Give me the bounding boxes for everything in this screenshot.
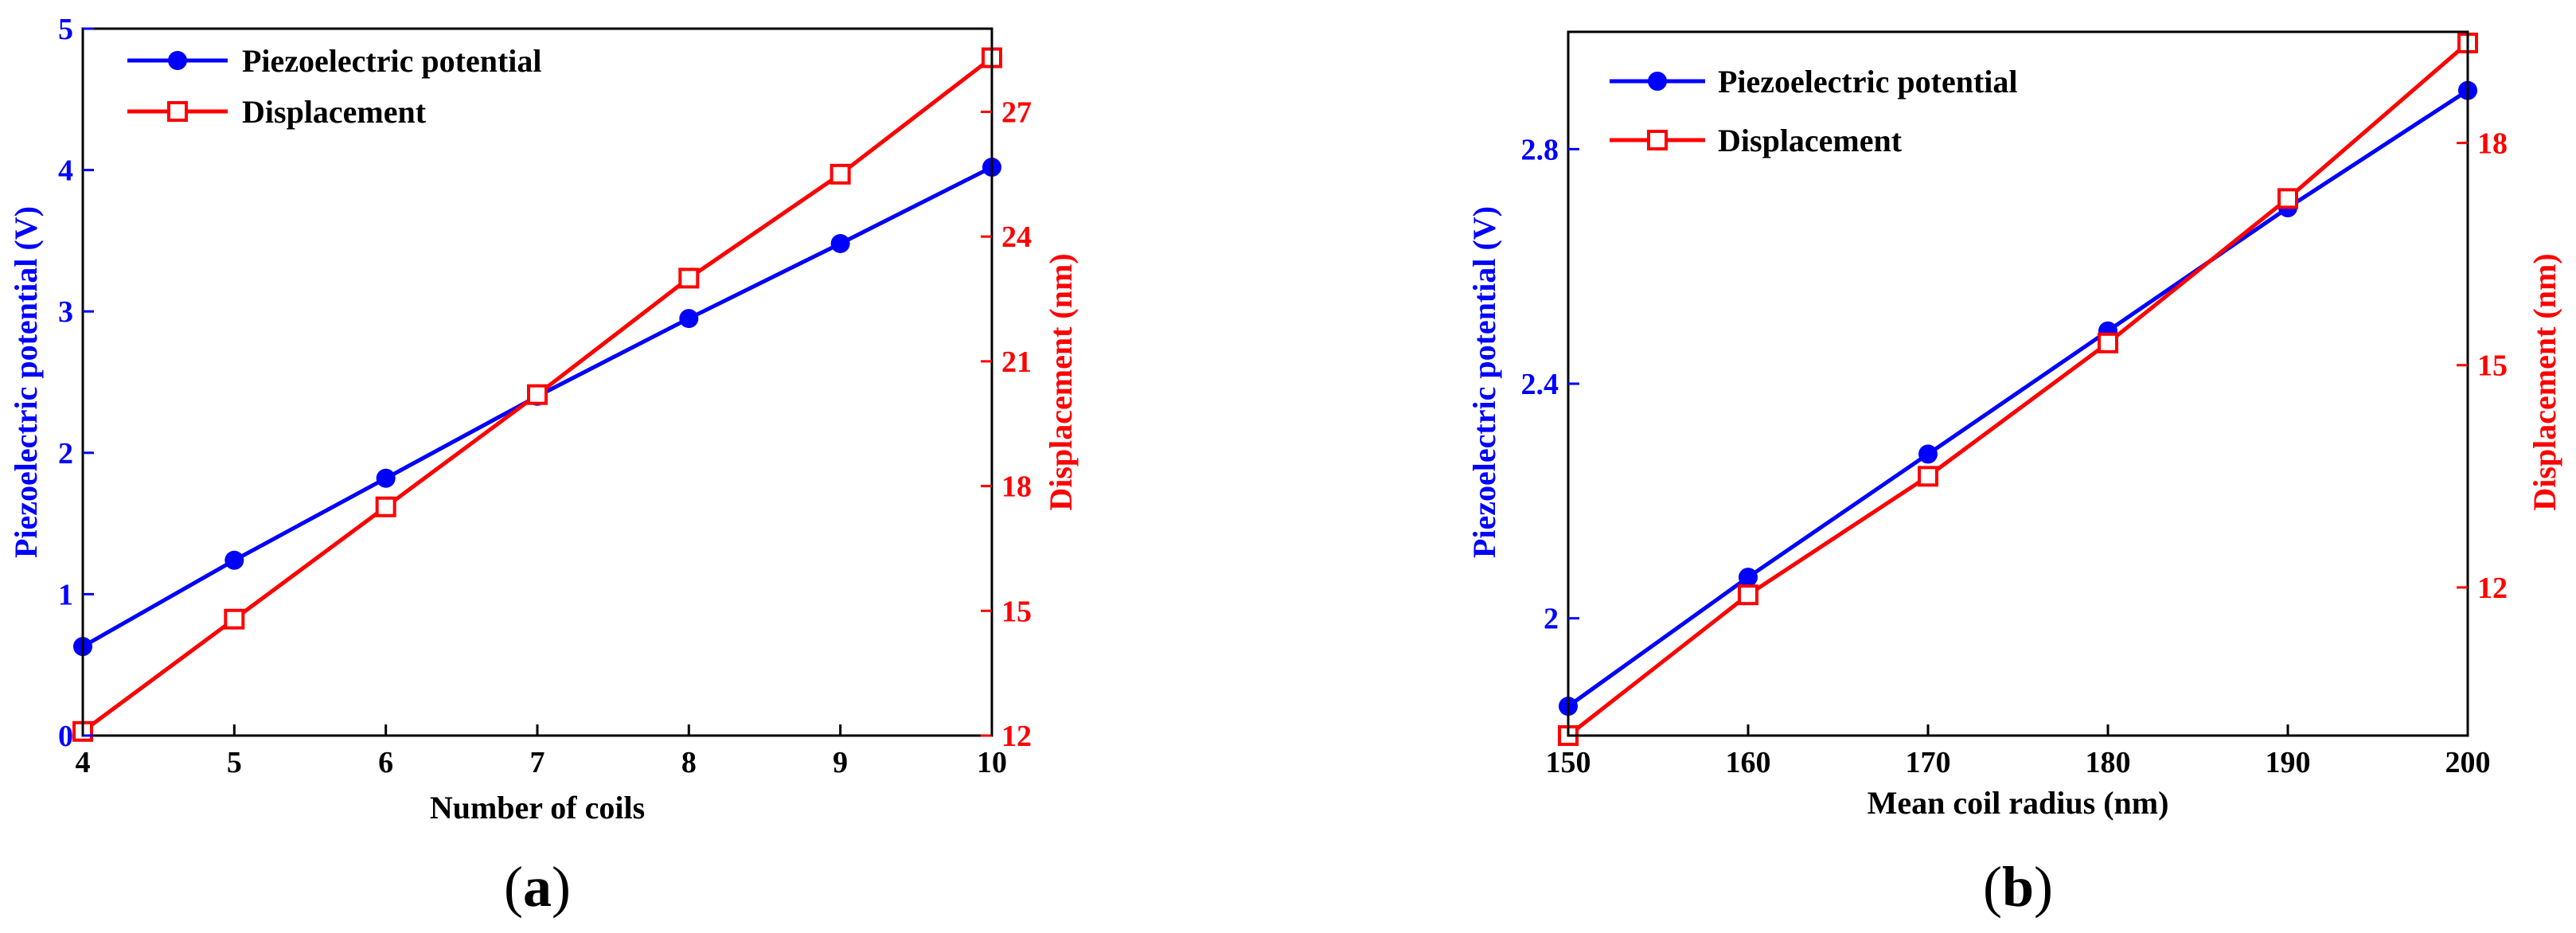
panel-a-legend-label-displacement: Displacement <box>242 94 427 130</box>
panel-a-right-axis-ticks: 12 15 18 21 24 27 <box>981 96 1032 753</box>
panel-b-x-tick-label: 160 <box>1726 746 1771 779</box>
panel-b-x-tick-label: 200 <box>2445 746 2491 779</box>
panel-a-x-tick-label: 7 <box>530 746 545 779</box>
panel-b-x-tick-label: 180 <box>2086 746 2131 779</box>
panel-a-x-tick-label: 4 <box>76 746 91 779</box>
panel-a-left-tick-label: 5 <box>58 13 73 46</box>
panel-b-right-axis-ticks: 12 15 18 <box>2457 127 2508 605</box>
panel-b-data-point-displacement <box>1918 466 1938 487</box>
panel-b-series-line-potential <box>1567 88 2469 709</box>
panel-b-x-tick-label: 170 <box>1906 746 1951 779</box>
panel-a-data-point-potential <box>679 309 699 329</box>
panel-b-data-point-displacement <box>2098 332 2118 353</box>
panel-a-right-tick-label: 15 <box>1001 595 1032 628</box>
panel-a-data-point-potential <box>376 468 396 488</box>
panel-a-right-tick-label: 21 <box>1001 345 1032 379</box>
panel-b-left-tick-label: 2 <box>1544 603 1559 636</box>
panel-b: 2 2.4 2.8 12 15 18 150 160 170 180 190 200 Mean c… <box>1466 30 2562 919</box>
legend-marker-displacement-square <box>167 101 188 122</box>
panel-b-left-tick-label: 2.4 <box>1521 368 1559 401</box>
panel-a-left-axis-title: Piezoelectric potential (V) <box>8 206 44 558</box>
panel-a-x-tick-label: 9 <box>833 746 848 779</box>
panel-a-left-tick-label: 3 <box>58 295 73 329</box>
panel-b-data-point-potential <box>1918 444 1938 464</box>
panel-b-legend-entry-potential: Piezoelectric potential <box>1610 64 2017 100</box>
panel-a-legend-entry-displacement: Displacement <box>127 94 427 130</box>
panel-a-data-point-displacement <box>375 496 396 517</box>
panel-a-x-tick-label: 5 <box>227 746 242 779</box>
panel-a-caption-letter: a <box>523 855 552 919</box>
panel-a-x-tick-label: 10 <box>977 746 1007 779</box>
panel-a-x-tick-label: 6 <box>378 746 393 779</box>
panel-a-right-axis-title: Displacement (nm) <box>1043 253 1079 510</box>
panel-b-right-axis-title: Displacement (nm) <box>2527 253 2562 510</box>
panel-b-x-tick-label: 190 <box>2266 746 2311 779</box>
panel-a-right-tick-label: 12 <box>1001 720 1032 753</box>
panel-a-x-tick-label: 8 <box>681 746 697 779</box>
panel-b-legend-label-displacement: Displacement <box>1718 123 1903 158</box>
panel-a-right-tick-label: 24 <box>1001 221 1032 254</box>
panel-b-x-axis-ticks: 150 160 170 180 190 200 <box>1546 724 2491 779</box>
panel-a-data-point-displacement <box>678 267 700 289</box>
panel-a-left-tick-label: 0 <box>58 720 73 753</box>
legend-marker-potential-circle <box>168 51 187 70</box>
panel-b-right-tick-label: 12 <box>2477 572 2508 605</box>
panel-a-right-tick-label: 18 <box>1001 470 1032 504</box>
panel-a-legend: Piezoelectric potential Displacement <box>127 43 541 130</box>
panel-a-legend-label-potential: Piezoelectric potential <box>242 43 541 79</box>
panel-a-x-axis-title: Number of coils <box>430 790 645 826</box>
panel-b-legend: Piezoelectric potential Displacement <box>1610 64 2017 158</box>
panel-a-left-tick-label: 4 <box>58 154 73 188</box>
panel-a-data-point-potential <box>224 550 244 570</box>
legend-marker-potential-circle <box>1648 72 1667 91</box>
panel-b-left-tick-label: 2.8 <box>1521 133 1559 166</box>
panel-a-left-tick-label: 1 <box>58 578 73 611</box>
panel-b-series-line-displacement <box>1567 41 2469 737</box>
panel-a-data-point-displacement <box>527 384 548 405</box>
panel-b-data-point-displacement <box>2277 188 2298 209</box>
panel-a-left-axis-ticks: 0 1 2 3 4 5 <box>58 13 94 753</box>
panel-b-right-tick-label: 18 <box>2477 127 2508 161</box>
panel-a-right-tick-label: 27 <box>1001 96 1032 129</box>
panel-b-data-point-potential <box>1739 568 1758 588</box>
panel-b-x-tick-label: 150 <box>1546 746 1591 779</box>
panel-b-right-tick-label: 15 <box>2477 349 2508 383</box>
panel-b-caption-letter: b <box>2002 855 2034 919</box>
panel-b-legend-entry-displacement: Displacement <box>1610 123 1903 158</box>
panel-a-caption: (a) <box>504 855 571 919</box>
panel-a-data-point-potential <box>830 233 850 253</box>
panel-a-data-point-displacement <box>224 608 245 630</box>
legend-marker-displacement-square <box>1647 130 1668 150</box>
panel-b-caption: (b) <box>1983 855 2053 919</box>
panel-b-legend-label-potential: Piezoelectric potential <box>1718 64 2017 100</box>
panel-a-left-tick-label: 2 <box>58 437 73 470</box>
panel-a-legend-entry-potential: Piezoelectric potential <box>127 43 541 79</box>
panel-a-series-line-potential <box>81 165 993 649</box>
panel-b-left-axis-title: Piezoelectric potential (V) <box>1466 206 1502 558</box>
panel-b-left-axis-ticks: 2 2.4 2.8 <box>1521 133 1579 636</box>
panel-a-x-axis-ticks: 4 5 6 7 8 9 10 <box>76 724 1007 779</box>
panel-b-x-axis-title: Mean coil radius (nm) <box>1868 785 2169 821</box>
panel-a-plot-marks <box>72 47 1002 742</box>
panel-a-data-point-displacement <box>829 163 851 185</box>
panel-b-data-point-displacement <box>1738 584 1758 606</box>
